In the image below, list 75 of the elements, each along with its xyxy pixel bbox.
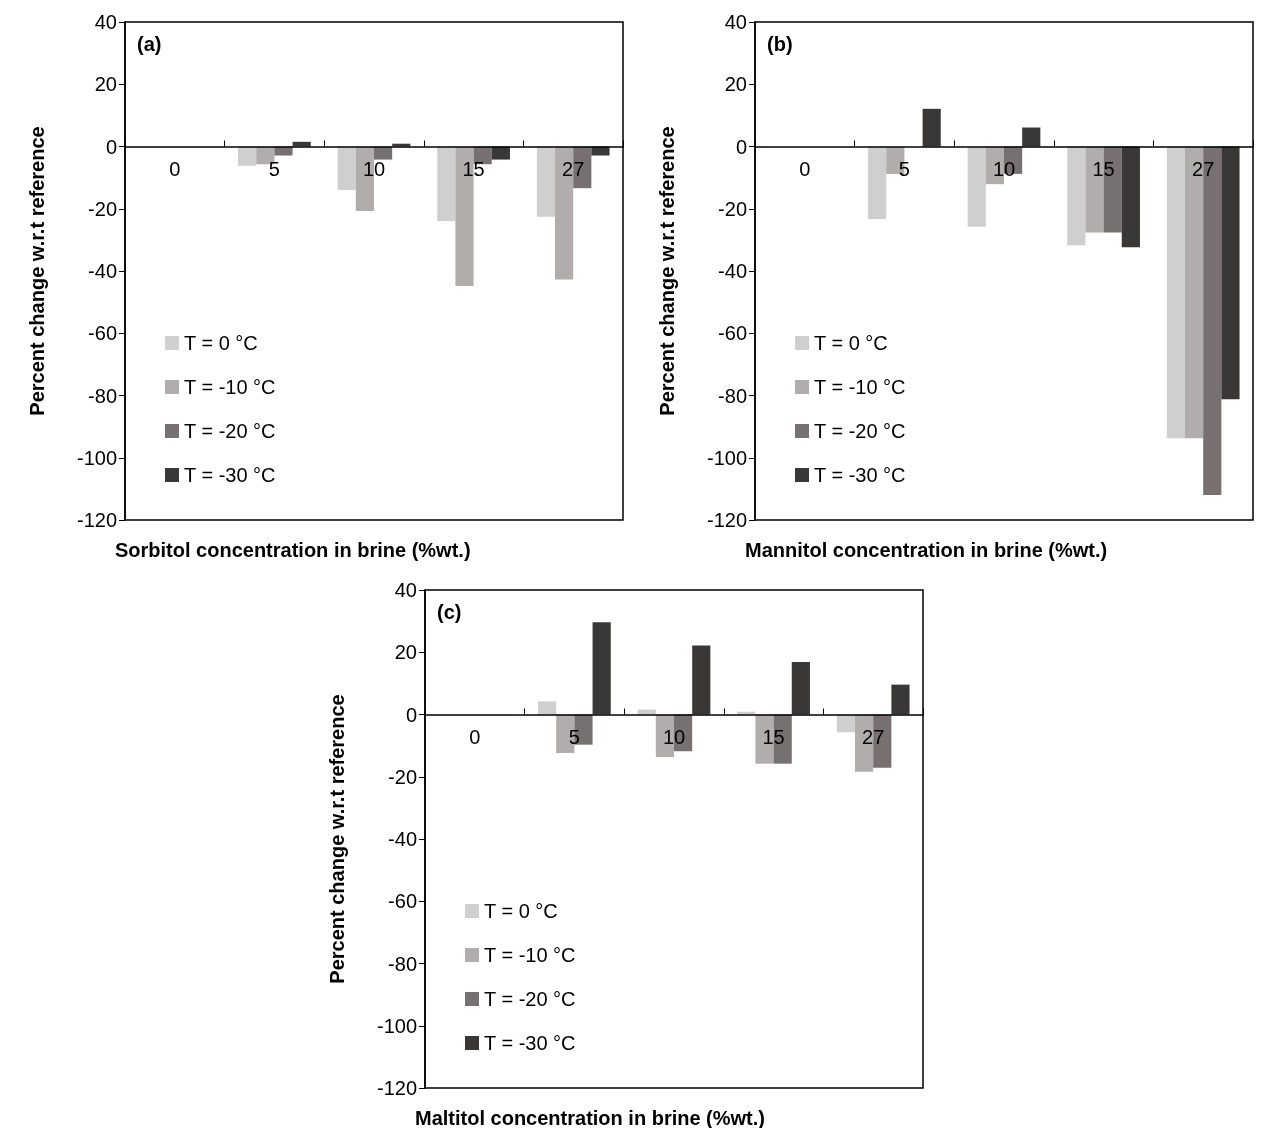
y-axis-title: Percent change w.r.t reference bbox=[656, 126, 678, 416]
y-tick-label: 40 bbox=[724, 11, 747, 33]
x-tick-label: 5 bbox=[568, 725, 580, 748]
y-tick-label: -40 bbox=[388, 828, 417, 850]
x-axis-title: Mannitol concentration in brine (%wt.) bbox=[745, 539, 1108, 561]
y-tick-label: -120 bbox=[706, 509, 747, 531]
y-tick-label: -100 bbox=[706, 446, 747, 469]
y-tick-label: -20 bbox=[718, 197, 747, 220]
y-tick-label: 0 bbox=[405, 703, 417, 726]
y-tick-label: 0 bbox=[105, 135, 117, 158]
legend-label: T = -10 °C bbox=[184, 376, 276, 398]
y-tick-label: -60 bbox=[88, 322, 117, 345]
bar bbox=[1121, 146, 1140, 248]
x-tick-label: 0 bbox=[469, 725, 481, 748]
bar bbox=[538, 701, 557, 715]
legend-label: T = -20 °C bbox=[184, 420, 276, 442]
y-tick-label: -60 bbox=[388, 890, 417, 913]
y-tick-label: -100 bbox=[376, 1014, 417, 1037]
y-tick-label: 40 bbox=[94, 11, 117, 33]
x-tick-label: 27 bbox=[862, 725, 885, 748]
x-tick-label: 0 bbox=[169, 157, 181, 180]
bar bbox=[891, 684, 910, 715]
y-tick-label: 40 bbox=[394, 579, 417, 601]
annotation: (a) bbox=[137, 33, 162, 55]
bar bbox=[592, 622, 611, 715]
y-tick-label: -100 bbox=[76, 446, 117, 469]
y-tick-label: -40 bbox=[88, 260, 117, 282]
y-tick-label: 0 bbox=[735, 135, 747, 158]
annotation: (c) bbox=[437, 601, 462, 623]
y-tick-label: 20 bbox=[94, 73, 117, 96]
legend-label: T = -20 °C bbox=[814, 420, 906, 442]
bar bbox=[922, 108, 941, 147]
legend-label: T = -30 °C bbox=[814, 464, 906, 486]
legend-label: T = -30 °C bbox=[184, 464, 276, 486]
x-tick-label: 5 bbox=[898, 157, 910, 180]
bar bbox=[1166, 146, 1186, 439]
legend-label: T = -10 °C bbox=[484, 944, 576, 966]
x-tick-label: 27 bbox=[562, 157, 585, 180]
x-tick-label: 10 bbox=[992, 157, 1016, 180]
legend-label: T = 0 °C bbox=[184, 332, 258, 354]
y-tick-label: 20 bbox=[724, 73, 747, 96]
x-tick-label: 15 bbox=[462, 157, 485, 180]
y-tick-label: -120 bbox=[376, 1077, 417, 1099]
legend-label: T = -20 °C bbox=[484, 988, 576, 1010]
legend-label: T = -30 °C bbox=[484, 1032, 576, 1054]
annotation: (b) bbox=[767, 33, 793, 55]
x-tick-label: 5 bbox=[268, 157, 280, 180]
legend-label: T = 0 °C bbox=[484, 900, 558, 922]
x-tick-label: 15 bbox=[762, 725, 785, 748]
y-tick-label: -80 bbox=[718, 384, 747, 407]
y-tick-label: 20 bbox=[394, 641, 417, 664]
bar bbox=[1022, 127, 1041, 147]
bar bbox=[967, 146, 986, 227]
legend-label: T = -10 °C bbox=[814, 376, 906, 398]
legend-label: T = 0 °C bbox=[814, 332, 888, 354]
y-axis-title: Percent change w.r.t reference bbox=[326, 694, 348, 984]
y-tick-label: -120 bbox=[76, 509, 117, 531]
bar bbox=[692, 645, 711, 715]
y-tick-label: -20 bbox=[388, 765, 417, 788]
bar bbox=[1221, 146, 1240, 400]
y-axis-title: Percent change w.r.t reference bbox=[26, 126, 48, 416]
y-tick-label: -40 bbox=[718, 260, 747, 282]
bar bbox=[791, 661, 810, 715]
y-tick-label: -80 bbox=[88, 384, 117, 407]
x-tick-label: 10 bbox=[362, 157, 386, 180]
bar bbox=[868, 146, 887, 220]
x-tick-label: 0 bbox=[799, 157, 811, 180]
y-tick-label: -20 bbox=[88, 197, 117, 220]
bar bbox=[1067, 146, 1086, 246]
x-tick-label: 27 bbox=[1192, 157, 1215, 180]
y-tick-label: -80 bbox=[388, 952, 417, 975]
x-axis-title: Sorbitol concentration in brine (%wt.) bbox=[115, 539, 471, 561]
x-tick-label: 10 bbox=[662, 725, 686, 748]
x-tick-label: 15 bbox=[1092, 157, 1115, 180]
y-tick-label: -60 bbox=[718, 322, 747, 345]
